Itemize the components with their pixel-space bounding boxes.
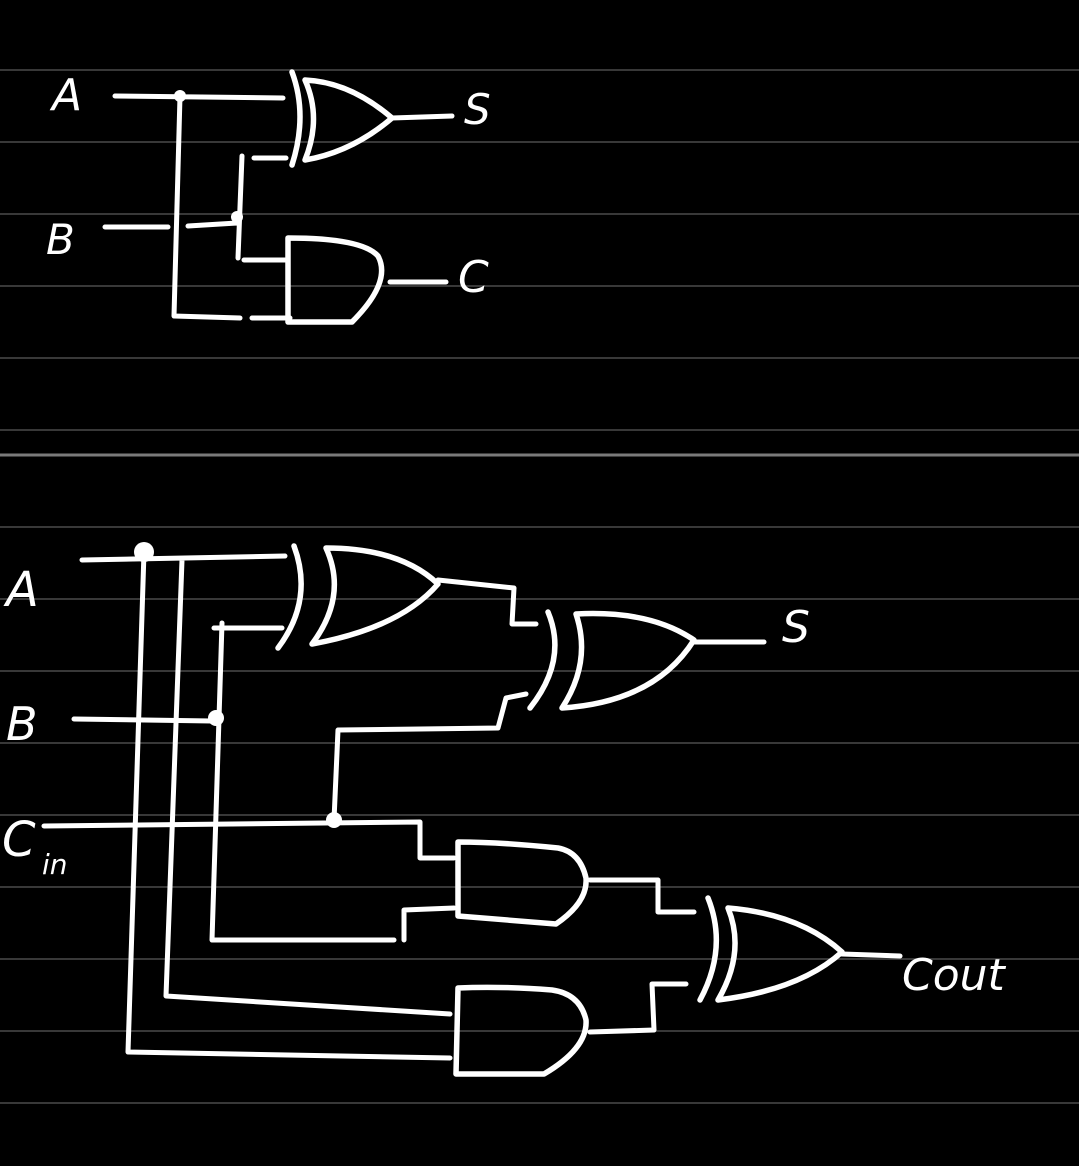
full-adder-junction-a: [134, 542, 154, 562]
full-adder-input-cin-subscript: in: [42, 848, 68, 881]
full-adder-cout-wire: [839, 951, 903, 959]
full-adder-junction-cin: [326, 812, 342, 828]
full-adder-and-gate-1: [455, 839, 589, 927]
half-adder-sum-label: S: [464, 85, 491, 134]
half-adder-xor-gate: [289, 69, 395, 168]
full-adder-cout-label: Cout: [902, 950, 1007, 1001]
full-adder-input-b-label: B: [6, 697, 38, 751]
half-adder-sum-wire: [389, 113, 455, 121]
full-adder-input-cin-label: C: [2, 812, 36, 868]
full-adder-circuit: A B C in S Cout: [2, 542, 1007, 1077]
full-adder-xor-gate-3: [697, 895, 845, 1003]
half-adder-junction-a: [174, 90, 186, 102]
full-adder-wire-cin: [41, 691, 529, 861]
half-adder-wire-b: [102, 153, 289, 263]
half-adder-circuit: A B S C: [46, 69, 491, 325]
full-adder-xor-gate-2: [527, 609, 697, 711]
full-adder-wire-b: [71, 620, 397, 943]
full-adder-and2-output-wire: [587, 981, 689, 1035]
ruled-lines: [0, 69, 1079, 1104]
full-adder-sum-label: S: [782, 602, 810, 653]
full-adder-and1-input-b: [401, 905, 457, 943]
half-adder-wire-a: [112, 93, 293, 321]
full-adder-xor-gate-1: [275, 543, 441, 651]
full-adder-junction-b: [208, 710, 224, 726]
half-adder-input-a-label: A: [49, 70, 82, 121]
half-adder-carry-label: C: [458, 252, 489, 303]
full-adder-xor1-output-wire: [435, 577, 539, 627]
half-adder-input-b-label: B: [46, 215, 75, 264]
half-adder-junction-b: [231, 211, 243, 223]
half-adder-and-gate: [285, 235, 385, 325]
full-adder-and1-output-wire: [587, 877, 697, 915]
full-adder-input-a-label: A: [3, 562, 39, 618]
full-adder-and-gate-2: [453, 984, 589, 1077]
